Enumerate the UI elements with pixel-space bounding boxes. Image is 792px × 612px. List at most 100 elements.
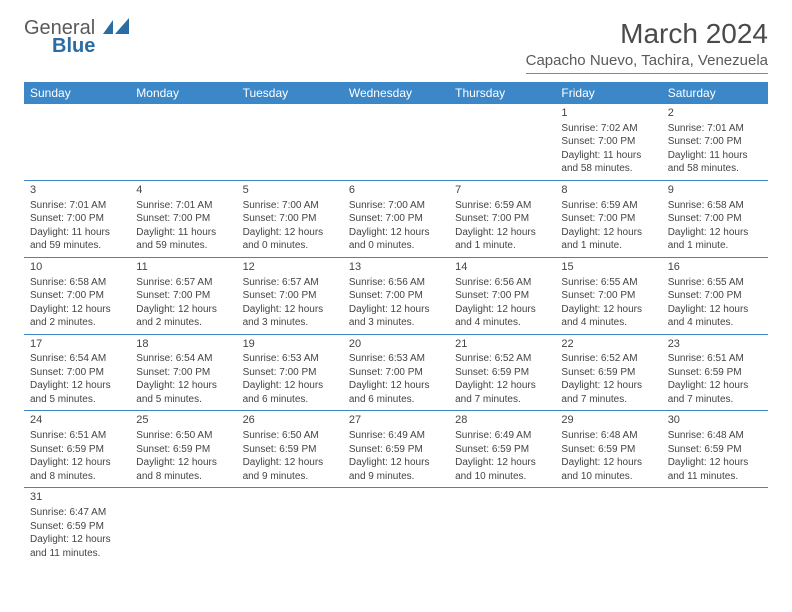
daylight-text: and 1 minute. [561,239,655,253]
logo-sub: Blue [52,36,129,56]
daylight-text: and 59 minutes. [30,239,124,253]
daylight-text: and 11 minutes. [30,547,124,561]
calendar-week-row: 10Sunrise: 6:58 AMSunset: 7:00 PMDayligh… [24,257,768,334]
daylight-text: and 5 minutes. [136,393,230,407]
calendar-week-row: 17Sunrise: 6:54 AMSunset: 7:00 PMDayligh… [24,334,768,411]
day-number: 13 [349,260,443,275]
daylight-text: Daylight: 11 hours [136,226,230,240]
sunset-text: Sunset: 6:59 PM [30,520,124,534]
sunset-text: Sunset: 6:59 PM [243,443,337,457]
calendar-day-cell: 24Sunrise: 6:51 AMSunset: 6:59 PMDayligh… [24,411,130,488]
sunrise-text: Sunrise: 6:59 AM [561,199,655,213]
sunset-text: Sunset: 7:00 PM [136,212,230,226]
calendar-day-cell: 1Sunrise: 7:02 AMSunset: 7:00 PMDaylight… [555,104,661,180]
sunset-text: Sunset: 7:00 PM [349,289,443,303]
day-number: 12 [243,260,337,275]
day-number: 15 [561,260,655,275]
calendar-day-cell: 9Sunrise: 6:58 AMSunset: 7:00 PMDaylight… [662,180,768,257]
sunrise-text: Sunrise: 7:01 AM [136,199,230,213]
sunset-text: Sunset: 7:00 PM [243,289,337,303]
daylight-text: and 1 minute. [668,239,762,253]
sunset-text: Sunset: 7:00 PM [136,366,230,380]
calendar-day-cell [449,104,555,180]
calendar-day-cell: 20Sunrise: 6:53 AMSunset: 7:00 PMDayligh… [343,334,449,411]
calendar-day-cell: 21Sunrise: 6:52 AMSunset: 6:59 PMDayligh… [449,334,555,411]
sunset-text: Sunset: 6:59 PM [30,443,124,457]
day-number: 4 [136,183,230,198]
sunset-text: Sunset: 7:00 PM [30,212,124,226]
calendar-day-cell [237,104,343,180]
daylight-text: Daylight: 11 hours [30,226,124,240]
sunset-text: Sunset: 7:00 PM [136,289,230,303]
day-number: 19 [243,337,337,352]
daylight-text: Daylight: 11 hours [668,149,762,163]
calendar-day-cell: 28Sunrise: 6:49 AMSunset: 6:59 PMDayligh… [449,411,555,488]
day-number: 17 [30,337,124,352]
sunset-text: Sunset: 6:59 PM [668,443,762,457]
sunset-text: Sunset: 7:00 PM [561,289,655,303]
daylight-text: Daylight: 12 hours [243,379,337,393]
sunrise-text: Sunrise: 6:57 AM [136,276,230,290]
calendar-day-cell: 25Sunrise: 6:50 AMSunset: 6:59 PMDayligh… [130,411,236,488]
day-number: 22 [561,337,655,352]
calendar-day-cell [662,488,768,564]
weekday-header: Sunday [24,82,130,104]
daylight-text: and 1 minute. [455,239,549,253]
title-block: March 2024 Capacho Nuevo, Tachira, Venez… [526,18,768,74]
calendar-day-cell: 16Sunrise: 6:55 AMSunset: 7:00 PMDayligh… [662,257,768,334]
daylight-text: and 10 minutes. [561,470,655,484]
sunset-text: Sunset: 7:00 PM [668,135,762,149]
daylight-text: and 0 minutes. [349,239,443,253]
day-number: 21 [455,337,549,352]
sunrise-text: Sunrise: 6:50 AM [243,429,337,443]
daylight-text: and 59 minutes. [136,239,230,253]
month-title: March 2024 [526,18,768,50]
calendar-day-cell [449,488,555,564]
calendar-day-cell: 31Sunrise: 6:47 AMSunset: 6:59 PMDayligh… [24,488,130,564]
daylight-text: and 10 minutes. [455,470,549,484]
day-number: 9 [668,183,762,198]
weekday-header: Thursday [449,82,555,104]
daylight-text: Daylight: 12 hours [668,456,762,470]
daylight-text: Daylight: 12 hours [136,456,230,470]
calendar-day-cell: 10Sunrise: 6:58 AMSunset: 7:00 PMDayligh… [24,257,130,334]
daylight-text: Daylight: 12 hours [561,226,655,240]
sunrise-text: Sunrise: 7:01 AM [668,122,762,136]
weekday-header: Saturday [662,82,768,104]
calendar-day-cell: 26Sunrise: 6:50 AMSunset: 6:59 PMDayligh… [237,411,343,488]
calendar-day-cell: 13Sunrise: 6:56 AMSunset: 7:00 PMDayligh… [343,257,449,334]
weekday-header: Wednesday [343,82,449,104]
day-number: 28 [455,413,549,428]
daylight-text: and 4 minutes. [561,316,655,330]
daylight-text: Daylight: 12 hours [243,456,337,470]
sunset-text: Sunset: 6:59 PM [455,443,549,457]
calendar-day-cell: 29Sunrise: 6:48 AMSunset: 6:59 PMDayligh… [555,411,661,488]
daylight-text: and 2 minutes. [136,316,230,330]
daylight-text: Daylight: 12 hours [668,226,762,240]
weekday-header-row: Sunday Monday Tuesday Wednesday Thursday… [24,82,768,104]
day-number: 8 [561,183,655,198]
calendar-day-cell: 11Sunrise: 6:57 AMSunset: 7:00 PMDayligh… [130,257,236,334]
sunrise-text: Sunrise: 6:48 AM [668,429,762,443]
daylight-text: and 9 minutes. [349,470,443,484]
sunrise-text: Sunrise: 6:49 AM [455,429,549,443]
location-text: Capacho Nuevo, Tachira, Venezuela [526,52,768,74]
daylight-text: Daylight: 12 hours [455,456,549,470]
day-number: 20 [349,337,443,352]
sunset-text: Sunset: 6:59 PM [561,366,655,380]
calendar-day-cell: 8Sunrise: 6:59 AMSunset: 7:00 PMDaylight… [555,180,661,257]
sunrise-text: Sunrise: 7:00 AM [349,199,443,213]
daylight-text: and 8 minutes. [136,470,230,484]
day-number: 27 [349,413,443,428]
daylight-text: Daylight: 12 hours [455,226,549,240]
calendar-day-cell: 30Sunrise: 6:48 AMSunset: 6:59 PMDayligh… [662,411,768,488]
sunrise-text: Sunrise: 6:48 AM [561,429,655,443]
calendar-day-cell [343,104,449,180]
calendar-day-cell [555,488,661,564]
day-number: 23 [668,337,762,352]
day-number: 3 [30,183,124,198]
sunset-text: Sunset: 7:00 PM [349,366,443,380]
sunset-text: Sunset: 6:59 PM [561,443,655,457]
day-number: 18 [136,337,230,352]
calendar-day-cell: 27Sunrise: 6:49 AMSunset: 6:59 PMDayligh… [343,411,449,488]
